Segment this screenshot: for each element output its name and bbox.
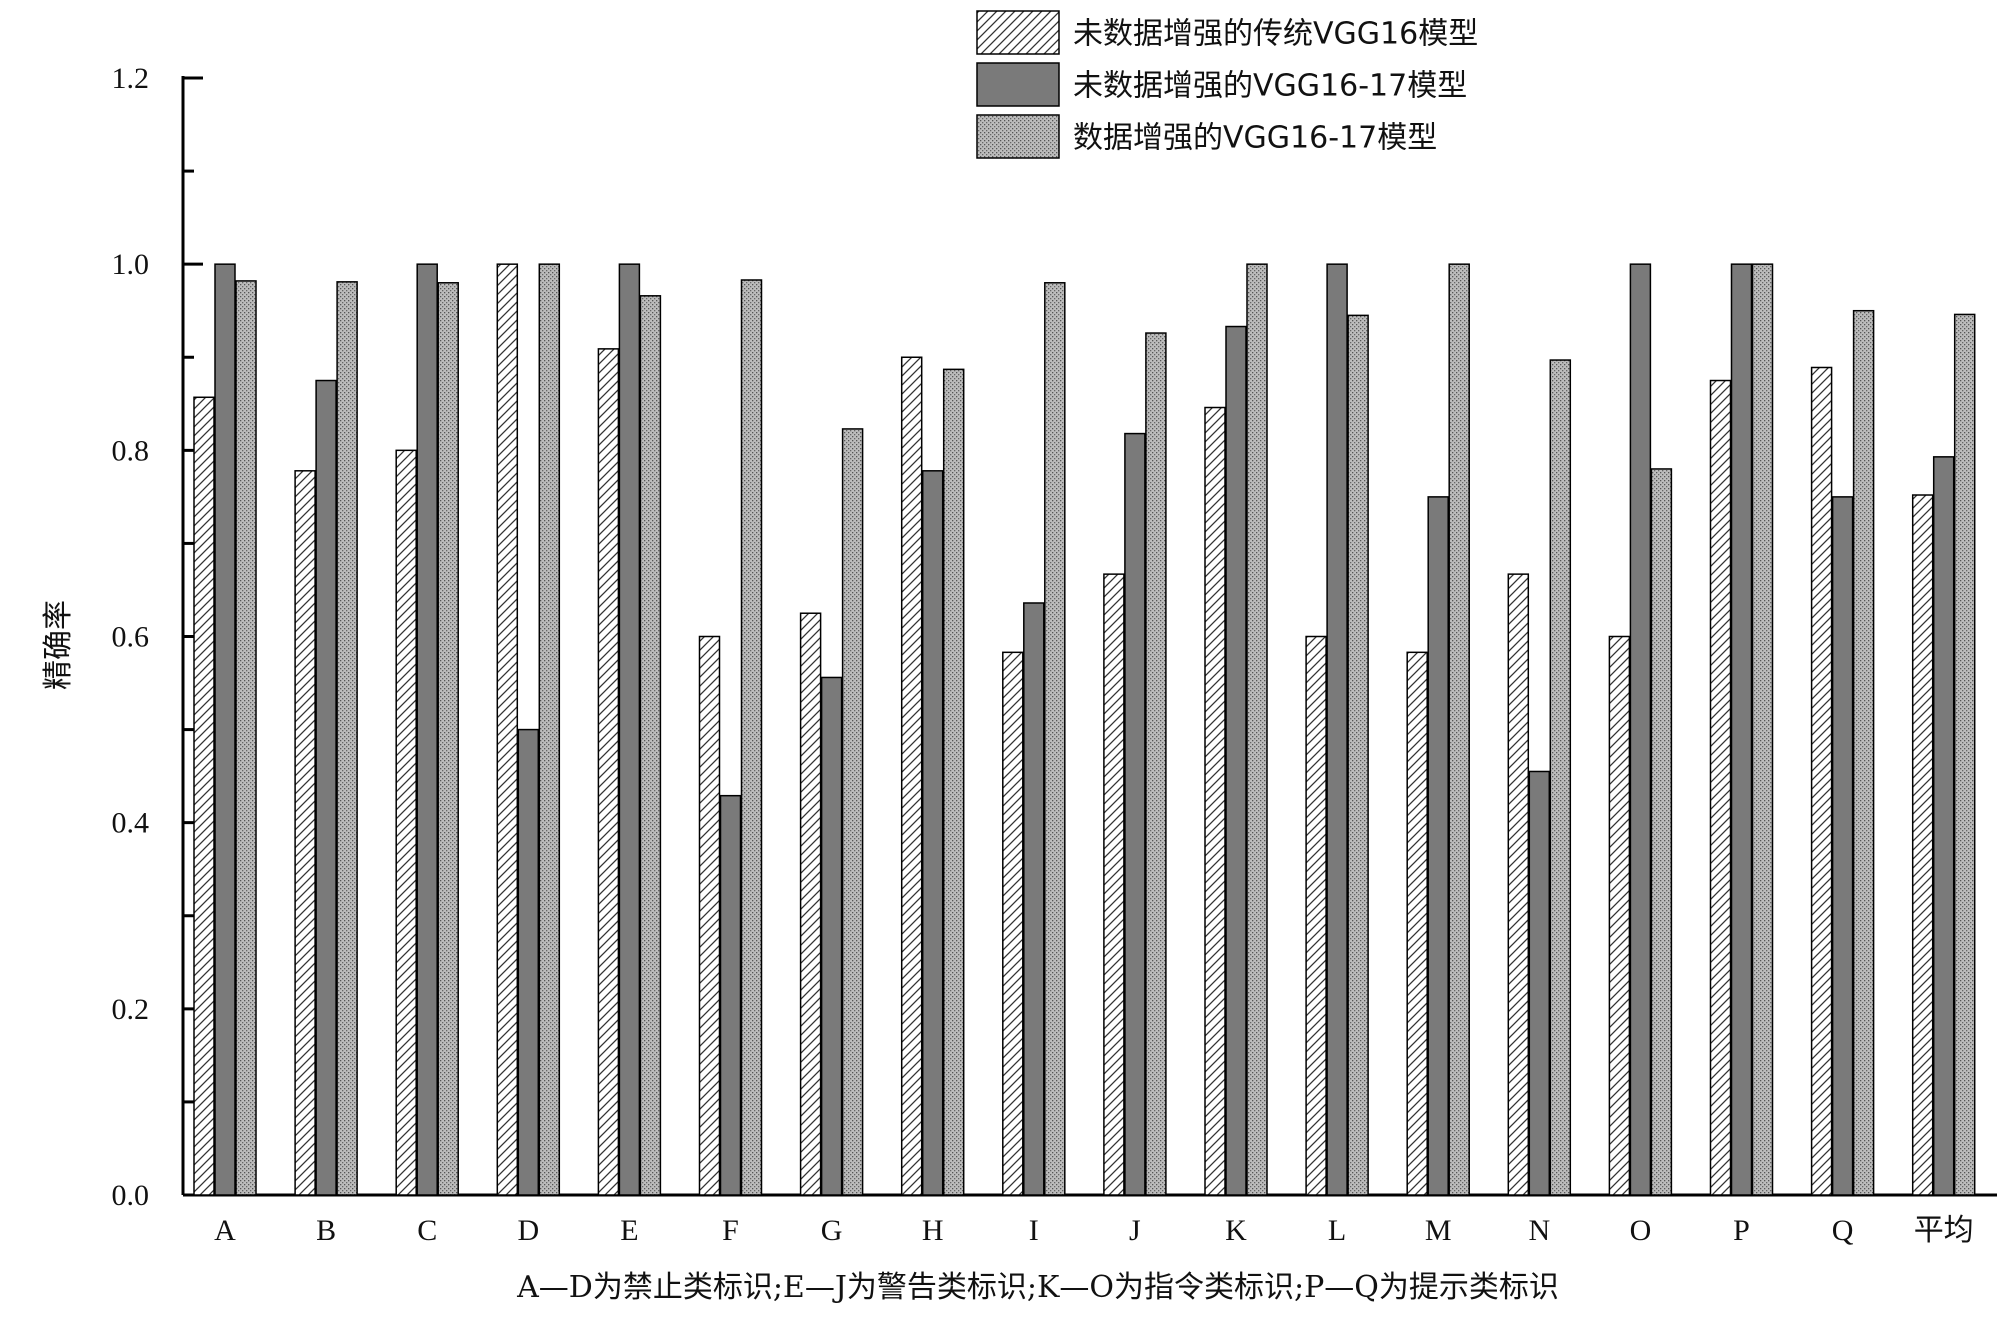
legend-swatch-3 [976, 114, 1060, 159]
bar-3-B [336, 281, 358, 1196]
bar-2-O [1629, 263, 1652, 1196]
y-tick-label: 0.4 [112, 807, 150, 840]
bar-2-平均 [1932, 456, 1955, 1196]
x-tick-label: K [1225, 1214, 1247, 1247]
bar-1-E [597, 348, 620, 1196]
x-tick-label: B [316, 1214, 336, 1247]
bar-1-K [1204, 406, 1226, 1196]
x-tick-label: E [620, 1214, 638, 1247]
bar-2-J [1124, 432, 1146, 1196]
bar-2-G [820, 676, 843, 1196]
bar-3-O [1650, 468, 1673, 1196]
y-tick-label: 1.2 [112, 62, 150, 95]
x-tick-label: A [214, 1214, 236, 1247]
bar-1-A [193, 396, 215, 1196]
x-tick-label: I [1029, 1214, 1039, 1247]
y-tick-label: 1.0 [112, 248, 150, 281]
bar-3-L [1347, 314, 1369, 1196]
bar-2-Q [1831, 496, 1854, 1196]
category-note: A—D为禁止类标识;E—J为警告类标识;K—O为指令类标识;P—Q为提示类标识 [516, 1270, 1559, 1305]
bar-2-P [1730, 263, 1753, 1196]
bar-2-E [618, 263, 641, 1196]
x-tick-label: F [722, 1214, 739, 1247]
bar-1-L [1305, 635, 1327, 1196]
bar-1-P [1709, 379, 1732, 1196]
bar-2-B [315, 379, 337, 1196]
bar-3-G [841, 428, 864, 1196]
bar-3-K [1246, 263, 1268, 1196]
x-tick-label: P [1733, 1214, 1750, 1247]
x-tick-label: H [922, 1214, 944, 1247]
bar-1-B [294, 470, 316, 1196]
bar-2-H [921, 470, 944, 1196]
bar-3-F [740, 279, 763, 1196]
bar-3-J [1145, 332, 1167, 1196]
bar-1-C [395, 449, 417, 1196]
bar-3-A [235, 280, 257, 1196]
x-tick-label: J [1129, 1214, 1141, 1247]
x-tick-label: L [1328, 1214, 1346, 1247]
x-tick-label: O [1630, 1214, 1652, 1247]
bar-3-N [1549, 359, 1572, 1196]
legend-swatch-1 [976, 10, 1060, 55]
bar-2-D [517, 728, 540, 1196]
bar-3-D [538, 263, 561, 1196]
x-tick-label: D [517, 1214, 539, 1247]
bar-2-L [1326, 263, 1348, 1196]
bar-2-C [416, 263, 438, 1196]
bar-3-E [639, 295, 662, 1196]
legend-label-2: 未数据增强的VGG16-17模型 [1073, 69, 1467, 104]
bar-1-G [799, 612, 822, 1196]
x-tick-label: Q [1832, 1214, 1854, 1247]
y-tick-label: 0.0 [112, 1179, 150, 1212]
legend-label-1: 未数据增强的传统VGG16模型 [1073, 17, 1478, 52]
bar-3-C [437, 282, 459, 1196]
legend-label-3: 数据增强的VGG16-17模型 [1073, 121, 1437, 156]
x-tick-label: G [821, 1214, 843, 1247]
bar-3-Q [1852, 309, 1875, 1196]
bar-2-N [1528, 770, 1551, 1196]
bar-1-N [1507, 573, 1530, 1196]
legend-swatch-2 [976, 62, 1060, 107]
bar-1-D [496, 263, 519, 1196]
bar-2-I [1023, 602, 1045, 1196]
bar-3-平均 [1953, 313, 1976, 1196]
bar-2-A [214, 263, 236, 1196]
bar-1-O [1608, 635, 1631, 1196]
y-tick-label: 0.2 [112, 993, 150, 1026]
bar-1-J [1103, 573, 1125, 1196]
bar-3-M [1448, 263, 1470, 1196]
bar-1-H [900, 356, 923, 1196]
bar-3-I [1044, 282, 1066, 1196]
bar-3-H [942, 368, 965, 1196]
y-tick-label: 0.6 [112, 621, 150, 654]
y-tick-label: 0.8 [112, 434, 150, 467]
bar-2-F [719, 794, 742, 1196]
x-tick-label: C [417, 1214, 437, 1247]
bar-1-F [698, 635, 721, 1196]
bar-2-K [1225, 325, 1247, 1196]
bar-1-I [1002, 651, 1024, 1196]
y-axis-label: 精确率 [41, 600, 76, 690]
x-tick-label: M [1425, 1214, 1452, 1247]
x-tick-label: 平均 [1914, 1214, 1974, 1247]
bar-1-Q [1810, 366, 1833, 1196]
x-tick-label: N [1528, 1214, 1550, 1247]
bar-1-M [1406, 651, 1428, 1196]
bar-3-P [1751, 263, 1774, 1196]
bar-1-平均 [1911, 494, 1934, 1196]
bar-2-M [1427, 496, 1449, 1196]
